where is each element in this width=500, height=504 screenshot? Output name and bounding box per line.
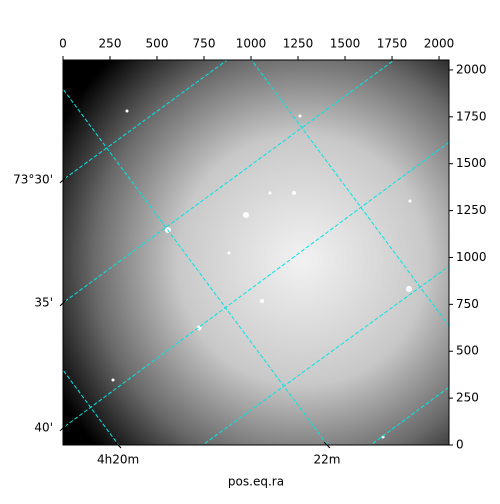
ra-tick-label: 22m (313, 453, 340, 467)
x-tick-label: 0 (59, 37, 67, 51)
dec-line (369, 386, 449, 445)
coordinate-grid (63, 60, 449, 445)
star (292, 191, 296, 195)
star (268, 191, 272, 195)
dec-line (63, 60, 396, 304)
ra-tick-label: 4h20m (97, 453, 139, 467)
ra-line (63, 88, 329, 445)
star (111, 378, 115, 382)
dec-line (63, 60, 229, 181)
dec-tick (59, 176, 67, 184)
y-tick-label: 250 (456, 391, 479, 405)
star (260, 299, 264, 303)
dec-tick (59, 424, 67, 432)
star (125, 109, 129, 113)
y-tick-label: 1500 (456, 156, 487, 170)
y-tick-label: 2000 (456, 62, 487, 76)
y-tick-label: 500 (456, 344, 479, 358)
dec-line (63, 141, 449, 429)
star (381, 435, 385, 439)
dec-tick-label: 73°30' (13, 173, 53, 187)
y-tick-label: 1250 (456, 203, 487, 217)
dec-tick-label: 40' (34, 420, 53, 434)
ra-tick (323, 441, 331, 449)
x-tick-label: 1750 (377, 37, 408, 51)
ra-tick (114, 441, 122, 449)
y-tick-label: 1000 (456, 250, 487, 264)
y-tick-label: 750 (456, 297, 479, 311)
frame (62, 59, 450, 446)
y-tick-label: 0 (456, 438, 464, 452)
star (406, 286, 412, 292)
dec-line (201, 265, 449, 445)
x-tick-label: 250 (99, 37, 122, 51)
stars (111, 109, 412, 439)
ra-line (63, 369, 120, 445)
dec-tick (59, 299, 67, 307)
x-tick-label: 1000 (236, 37, 267, 51)
star (408, 199, 412, 203)
image (63, 60, 449, 445)
x-tick-label: 1250 (283, 37, 314, 51)
star (227, 251, 231, 255)
dec-tick-label: 35' (34, 296, 53, 310)
star (298, 114, 302, 118)
ra-line (250, 60, 449, 327)
x-axis-label: pos.eq.ra (228, 475, 284, 489)
x-tick-label: 1500 (330, 37, 361, 51)
x-tick-label: 2000 (424, 37, 455, 51)
star (243, 212, 249, 218)
y-tick-label: 1750 (456, 109, 487, 123)
x-tick-label: 500 (146, 37, 169, 51)
x-tick-label: 750 (193, 37, 216, 51)
